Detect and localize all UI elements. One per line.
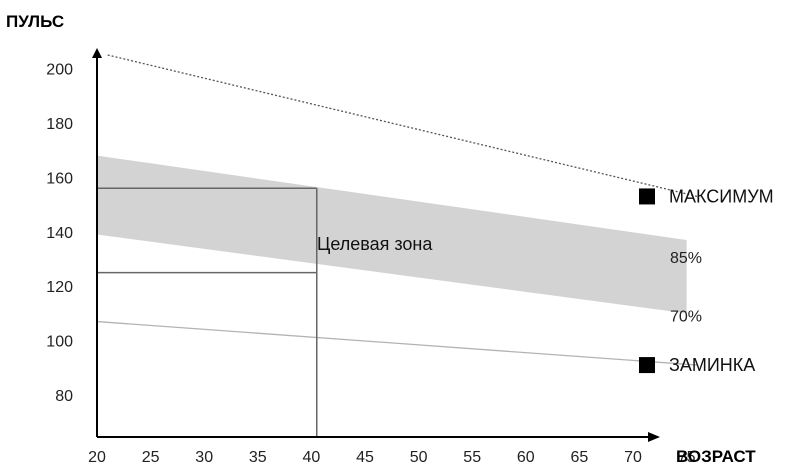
x-tick-label: 60: [517, 449, 535, 466]
max-marker-label: МАКСИМУМ: [669, 186, 774, 206]
x-tick-label: 25: [142, 449, 160, 466]
x-axis-arrow: [648, 432, 660, 442]
x-tick-label: 30: [195, 449, 213, 466]
cooldown-marker-label: ЗАМИНКА: [669, 355, 755, 375]
target-zone-label: Целевая зона: [317, 234, 433, 254]
cooldown-line: [96, 320, 698, 366]
x-tick-label: 40: [303, 449, 321, 466]
x-tick-label: 65: [571, 449, 589, 466]
x-tick-label: 75: [678, 449, 696, 466]
y-tick-label: 180: [46, 116, 73, 133]
max-heart-rate-line: [107, 54, 698, 198]
cooldown-marker: [639, 357, 655, 374]
x-tick-label: 45: [356, 449, 374, 466]
y-axis-arrow: [92, 48, 102, 58]
reference-box-layer: [97, 187, 318, 437]
labels-layer: ПУЛЬС ВОЗРАСТ МАКСИМУМ ЗАМИНКА 85% 70% Целевая…: [6, 12, 774, 466]
series-layer: [96, 54, 698, 366]
y-tick-label: 80: [55, 388, 73, 405]
y-tick-label: 100: [46, 334, 73, 351]
max-marker: [639, 188, 655, 205]
x-tick-label: 35: [249, 449, 267, 466]
x-tick-label: 55: [463, 449, 481, 466]
y-tick-label: 120: [46, 279, 73, 296]
x-tick-label: 50: [410, 449, 428, 466]
y-axis-title: ПУЛЬС: [6, 12, 64, 31]
y-tick-label: 160: [46, 170, 73, 187]
axes-layer: [92, 48, 660, 442]
x-tick-label: 70: [624, 449, 642, 466]
y-tick-label: 200: [46, 62, 73, 79]
x-axis-title: ВОЗРАСТ: [676, 447, 756, 466]
target-zone-layer: [97, 155, 687, 314]
x-tick-label: 20: [88, 449, 106, 466]
y-tick-label: 140: [46, 225, 73, 242]
target-zone-band: [97, 155, 687, 314]
band-lower-label: 70%: [670, 308, 702, 325]
tick-labels-layer: 80 100 120 140 160 180 200 20 25 30 35 40 45 50 55 60 65…: [46, 62, 695, 466]
band-upper-label: 85%: [670, 250, 702, 267]
